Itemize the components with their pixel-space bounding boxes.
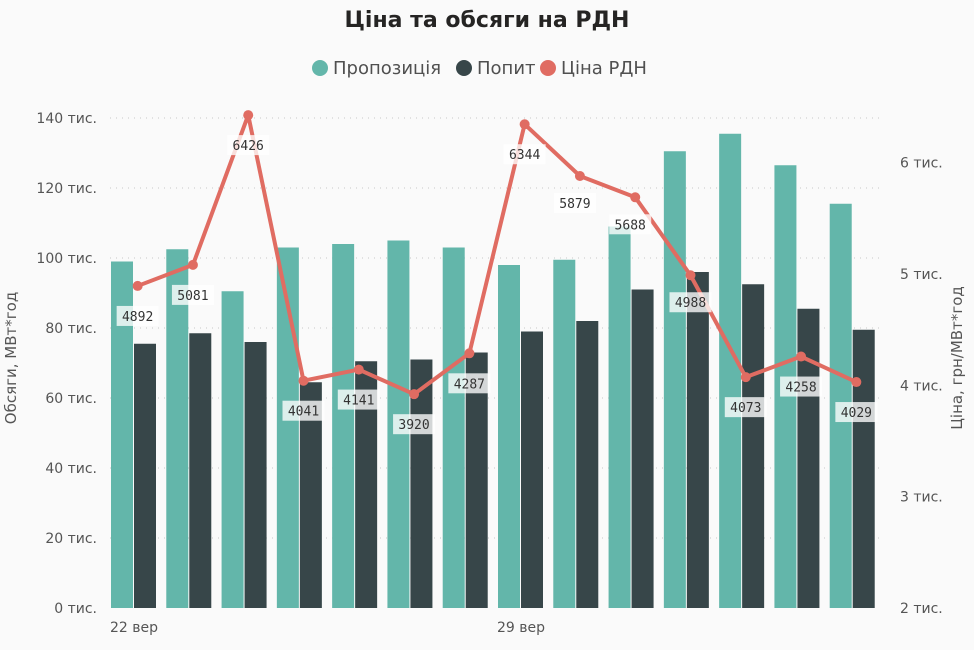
price-point: [187, 259, 198, 270]
price-point: [132, 280, 143, 291]
demand-bar: [355, 361, 378, 608]
price-line: [132, 110, 862, 400]
price-data-label: 4988: [675, 296, 706, 311]
data-label-bg: [835, 402, 878, 423]
supply-bar: [166, 249, 189, 608]
y-axis-right-ticks: 2 тис. 3 тис. 4 тис. 5 тис. 6 тис.: [900, 156, 943, 617]
demand-bar: [521, 331, 543, 608]
data-label-bg: [669, 292, 712, 313]
demand-bar: [576, 321, 599, 608]
legend: Пропозиція Попит Ціна РДН: [312, 58, 647, 79]
price-point: [685, 270, 696, 281]
price-data-label: 6344: [509, 148, 540, 163]
supply-bar: [663, 151, 686, 608]
y-left-tick-label: 140 тис.: [36, 111, 97, 127]
price-point: [353, 364, 364, 375]
demand-bar: [299, 382, 322, 608]
x-tick-label: 29 вер: [497, 620, 545, 636]
price-data-label: 5879: [559, 197, 590, 212]
supply-bar: [553, 259, 576, 608]
supply-bar: [442, 247, 465, 608]
data-label-bg: [503, 144, 546, 165]
price-data-label: 4041: [288, 405, 319, 420]
data-label-bg: [337, 389, 380, 410]
y-left-tick-label: 40 тис.: [45, 461, 97, 477]
x-tick-label: 22 вер: [110, 620, 158, 636]
price-data-label: 4073: [730, 401, 761, 416]
demand-bar: [742, 284, 765, 608]
demand-bar: [189, 333, 212, 608]
y-right-tick-label: 4 тис.: [900, 378, 943, 394]
demand-bar: [852, 329, 875, 608]
legend-label-1: Попит: [477, 58, 536, 79]
supply-bar: [719, 133, 742, 608]
supply-bar: [498, 265, 520, 608]
price-data-label: 5688: [615, 218, 646, 233]
price-data-label: 4258: [785, 381, 816, 396]
demand-bar: [465, 352, 488, 608]
price-point: [519, 119, 530, 130]
y-left-tick-label: 120 тис.: [36, 181, 97, 197]
price-data-labels: 4892 5081 6426 4041 4141 3920 4287 6344 5879 5688…: [116, 135, 878, 435]
y-right-tick-label: 2 тис.: [900, 601, 943, 617]
price-point: [409, 389, 420, 400]
price-line-path: [136, 113, 858, 397]
price-point: [796, 351, 807, 362]
price-point: [630, 192, 641, 203]
price-point: [574, 171, 585, 182]
price-data-label: 4892: [122, 310, 153, 325]
y-left-tick-label: 100 тис.: [36, 251, 97, 267]
demand-bar: [686, 272, 709, 608]
data-label-bg: [282, 400, 325, 421]
legend-label-0: Пропозиція: [333, 58, 441, 79]
data-label-bg: [393, 414, 436, 435]
price-data-label: 5081: [177, 289, 208, 304]
data-label-bg: [780, 376, 823, 397]
legend-marker-1: [456, 60, 472, 76]
y-left-tick-label: 60 тис.: [45, 391, 97, 407]
legend-marker-2: [540, 60, 556, 76]
price-point: [464, 348, 475, 359]
supply-bar: [111, 261, 133, 608]
data-label-bg: [553, 193, 596, 214]
y-left-tick-label: 20 тис.: [45, 531, 97, 547]
legend-marker-0: [312, 60, 328, 76]
y-right-tick-label: 3 тис.: [900, 490, 943, 506]
data-label-bg: [724, 397, 767, 418]
y-right-tick-label: 6 тис.: [900, 156, 943, 172]
legend-label-2: Ціна РДН: [561, 58, 647, 79]
price-data-label: 6426: [233, 139, 264, 154]
demand-bar: [244, 342, 267, 608]
data-label-bg: [116, 305, 159, 326]
y-left-tick-label: 0 тис.: [54, 601, 97, 617]
price-data-label: 4141: [343, 394, 374, 409]
demand-bar: [134, 343, 156, 608]
data-label-bg: [227, 135, 270, 156]
supply-bar: [221, 291, 244, 608]
y-left-tick-label: 80 тис.: [45, 321, 97, 337]
price-data-label: 4287: [454, 377, 485, 392]
bars: [111, 133, 875, 608]
supply-bar: [332, 244, 355, 608]
price-point: [243, 110, 254, 121]
supply-bar: [608, 226, 631, 608]
price-point: [851, 377, 862, 388]
price-point: [740, 372, 751, 383]
x-axis-ticks: 22 вер 29 вер: [110, 620, 545, 636]
data-label-bg: [609, 214, 652, 235]
chart-title: Ціна та обсяги на РДН: [345, 8, 630, 33]
price-data-label: 3920: [398, 418, 429, 433]
data-label-bg: [171, 284, 214, 305]
price-data-label: 4029: [841, 406, 872, 421]
data-label-bg: [448, 373, 491, 394]
y-axis-left-title: Обсяги, МВт*год: [2, 292, 20, 424]
y-right-tick-label: 5 тис.: [900, 267, 943, 283]
y-axis-right-title: Ціна, грн/МВт*год: [948, 286, 966, 430]
price-point: [298, 375, 309, 386]
y-axis-left-ticks: 0 тис. 20 тис. 40 тис. 60 тис. 80 тис. 100 ти…: [36, 111, 97, 617]
demand-bar: [631, 289, 654, 608]
